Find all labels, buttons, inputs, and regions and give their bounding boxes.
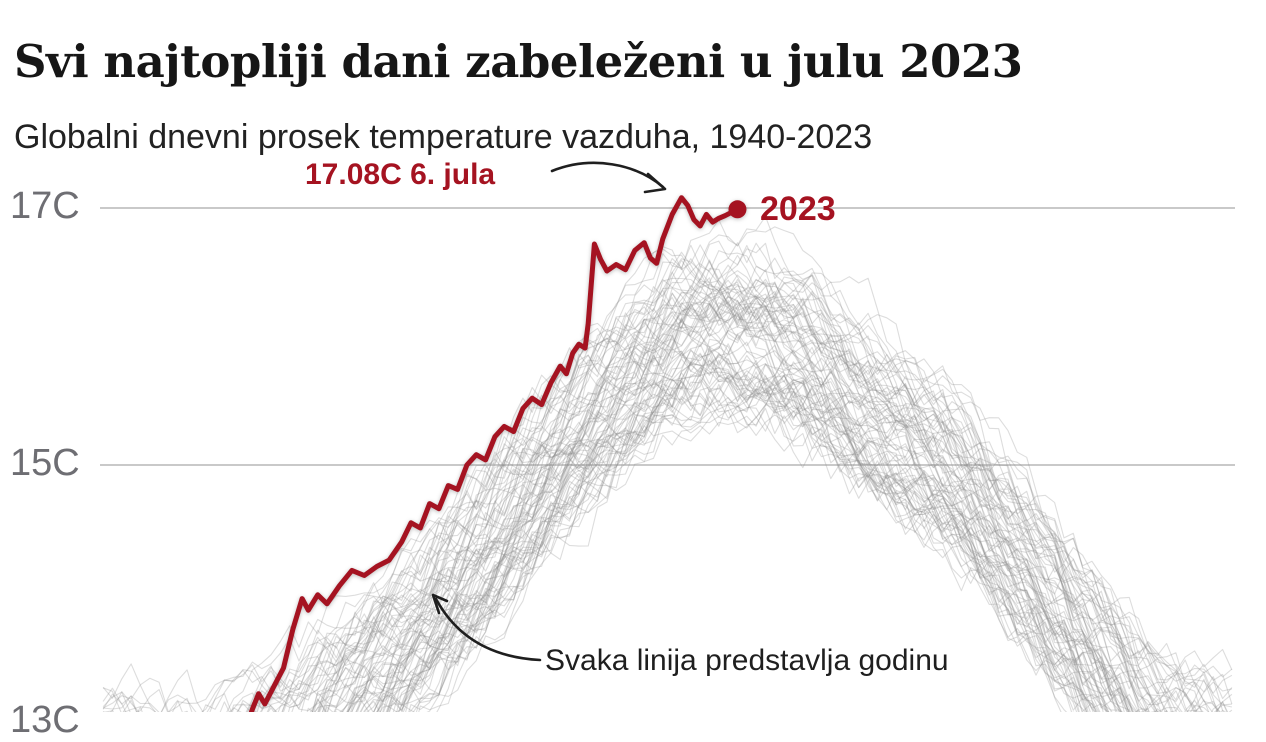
series-2023-label: 2023	[760, 190, 836, 228]
chart-figure: Svi najtopliji dani zabeleženi u julu 20…	[10, 35, 1235, 741]
ensemble-lines-group	[102, 215, 1233, 712]
gridlines-group	[100, 207, 1235, 466]
y-axis-tick-15c: 15C	[10, 442, 80, 484]
peak-arrow-icon	[550, 161, 667, 194]
series-2023-end-dot	[728, 200, 747, 219]
chart-canvas	[100, 161, 1235, 712]
peak-annotation-label: 17.08C 6. jula	[305, 158, 496, 191]
series-2023-line	[248, 195, 740, 712]
each-line-arrow-icon	[431, 593, 542, 662]
page-title: Svi najtopliji dani zabeleženi u julu 20…	[14, 35, 1023, 89]
series-2023-group	[248, 195, 747, 712]
y-axis-tick-13c: 13C	[10, 699, 80, 741]
page-subtitle: Globalni dnevni prosek temperature vazdu…	[14, 118, 873, 156]
y-axis-tick-17c: 17C	[10, 185, 80, 227]
each-line-annotation-label: Svaka linija predstavlja godinu	[545, 644, 949, 677]
